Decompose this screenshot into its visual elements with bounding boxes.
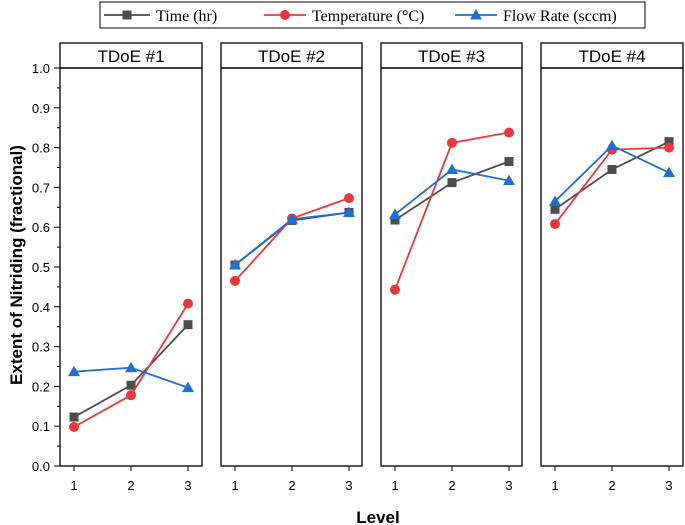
y-tick-label: 0.4 [32,300,50,315]
panel-title: TDoE #3 [418,47,485,66]
data-point [664,142,674,153]
data-point [286,213,298,224]
legend-item: Temperature (°C) [264,8,424,25]
y-tick-label: 0.8 [32,141,50,156]
panel-3: TDoE #3 1 2 3 [380,42,523,493]
x-tick-label: 2 [448,478,455,493]
legend-label: Time (hr) [156,8,217,25]
x-axis-title: Level [356,508,399,525]
panel-title: TDoE #4 [578,47,645,66]
data-point [183,298,193,309]
legend-item: Time (hr) [104,8,217,25]
data-point [126,380,136,390]
panel-4: TDoE #4 1 2 3 [540,42,684,493]
panel-title: TDoE #2 [258,47,325,66]
data-point [126,390,136,401]
series-line [394,131,510,291]
x-tick-label: 3 [184,478,191,493]
y-tick-label: 0.1 [32,419,50,434]
data-point [182,381,194,393]
x-tick-label: 2 [608,478,615,493]
data-point [68,365,80,377]
x-tick-label: 3 [505,478,512,493]
legend-marker [280,10,290,20]
series-circle [230,193,354,286]
y-axis: 0.0 0.1 0.2 0.3 0.4 0.5 0.6 0.7 0.8 0.9 1.0 [32,61,60,474]
series-circle [550,142,674,230]
x-tick-label: 1 [551,478,558,493]
panel-title-box [380,42,523,69]
y-tick-label: 0.2 [32,379,50,394]
series-square [390,157,514,225]
data-point [663,166,675,178]
series-triangle [229,206,355,270]
data-point [390,215,400,225]
series-triangle [68,361,194,393]
data-point [390,284,400,295]
legend-item: Flow Rate (sccm) [455,8,617,25]
series-line [234,197,350,282]
data-point [344,193,354,204]
x-tick-label: 3 [665,478,672,493]
y-axis-title: Extent of Nitriding (fractional) [7,145,26,385]
panel-frame [59,67,203,467]
panel-frame [540,67,684,467]
legend-label: Temperature (°C) [312,8,424,25]
data-point [503,174,515,186]
panel-frame [380,67,523,467]
x-tick-label: 1 [391,478,398,493]
panel-2: TDoE #2 1 2 3 [220,42,363,493]
data-point [183,320,193,330]
x-tick-label: 2 [288,478,295,493]
series-triangle [549,139,675,206]
data-point [550,219,560,230]
panel-title-box [59,42,203,69]
data-point [664,137,674,147]
panel-title-box [540,42,684,69]
data-point [446,163,458,174]
legend-marker [122,10,132,20]
x-tick-label: 1 [70,478,77,493]
y-tick-label: 1.0 [32,61,50,76]
y-tick-label: 0.3 [32,340,50,355]
panel-title: TDoE #1 [97,47,164,66]
y-tick-label: 0.5 [32,260,50,275]
data-point [447,137,457,148]
y-tick-label: 0.6 [32,220,50,235]
legend: Time (hr) Temperature (°C) Flow Rate (sccm… [99,1,646,29]
y-tick-label: 0.9 [32,101,50,116]
legend-marker [470,9,482,20]
y-tick-label: 0.0 [32,459,50,474]
series-square [550,137,674,214]
data-point [550,204,560,214]
series-square [69,320,193,422]
data-point [504,127,514,138]
data-point [606,139,618,151]
panels: TDoE #1 1 2 3 TDoE #2 1 2 3 TDoE #3 1 2 3 TDoE #4 1 2 3 [59,42,684,493]
data-point [607,164,617,174]
data-point [230,275,240,286]
data-point [229,259,241,270]
data-point [504,157,514,167]
panel-frame [220,67,363,467]
x-tick-label: 2 [127,478,134,493]
series-circle [390,127,514,295]
x-tick-label: 1 [231,478,238,493]
data-point [343,206,355,217]
data-point [549,195,561,206]
legend-label: Flow Rate (sccm) [503,8,617,25]
data-point [69,421,79,432]
data-point [447,178,457,188]
data-point [125,361,137,373]
panel-1: TDoE #1 1 2 3 [59,42,203,493]
series-circle [69,298,193,432]
series-triangle [389,163,515,219]
x-tick-label: 3 [345,478,352,493]
legend-box [99,1,646,29]
data-point [69,412,79,422]
y-tick-label: 0.7 [32,180,50,195]
series-line [394,168,510,216]
data-point [389,208,401,219]
